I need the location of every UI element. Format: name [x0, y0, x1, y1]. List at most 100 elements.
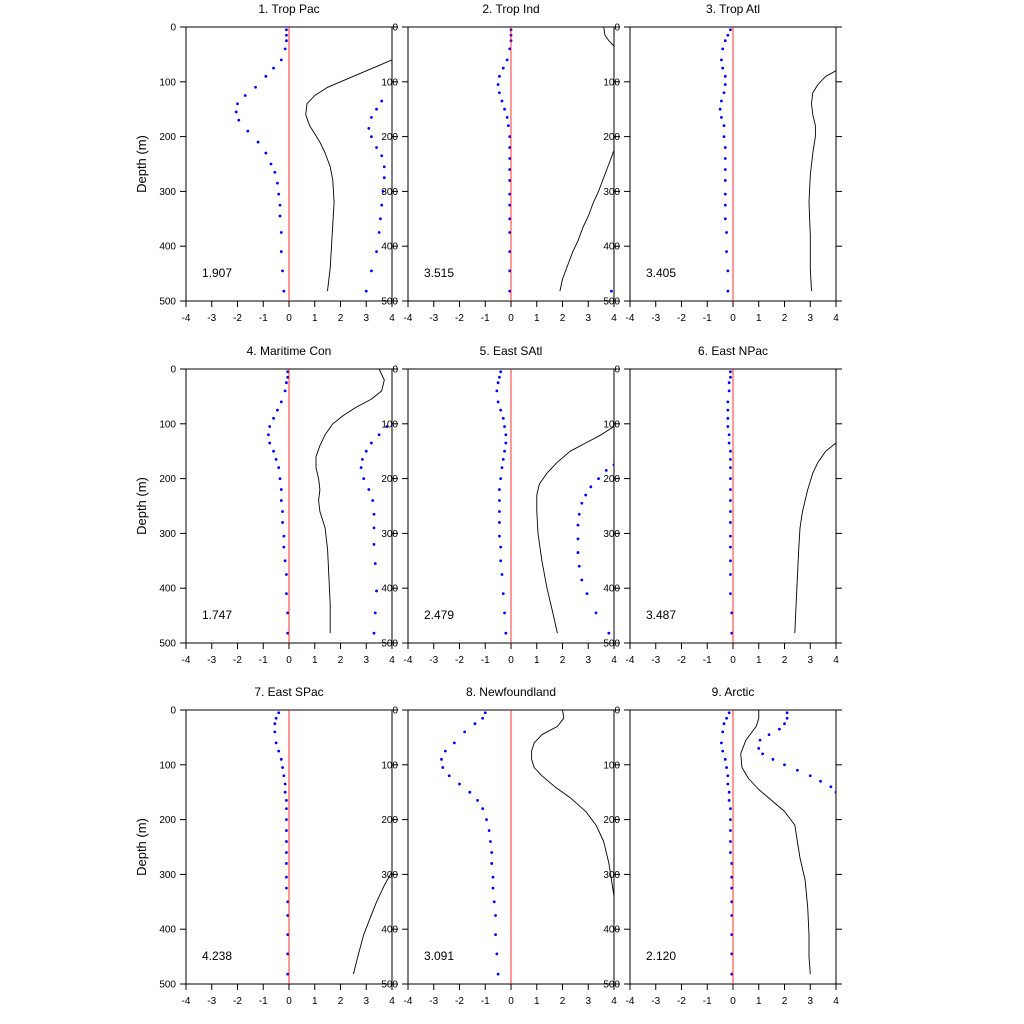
x-tick-label: 0	[508, 313, 514, 324]
data-point	[273, 170, 277, 174]
data-point	[785, 711, 789, 715]
data-point	[281, 521, 284, 524]
data-point	[371, 499, 375, 502]
data-point	[285, 799, 288, 802]
data-point	[729, 521, 732, 524]
data-point	[382, 165, 386, 169]
x-tick-label: -3	[429, 313, 438, 324]
y-tick-label: 400	[159, 242, 176, 253]
data-point	[372, 542, 376, 546]
data-point	[834, 790, 836, 794]
x-tick-label: 1	[756, 313, 762, 324]
series-group	[726, 369, 836, 643]
data-point	[730, 914, 734, 917]
stat-value-label: 3.487	[646, 608, 676, 622]
x-tick-label: -1	[259, 313, 268, 324]
x-tick-label: -4	[182, 996, 191, 1007]
x-tick-label: -4	[404, 655, 413, 666]
x-tick-label: 4	[389, 655, 395, 666]
data-point	[256, 140, 260, 144]
x-tick-label: 3	[585, 996, 591, 1007]
series-group	[267, 369, 389, 643]
data-point	[720, 116, 723, 119]
y-tick-label: 100	[603, 760, 620, 771]
data-point	[285, 818, 288, 821]
x-tick-label: 1	[312, 996, 318, 1007]
data-point	[375, 589, 378, 593]
stat-value-label: 3.405	[646, 266, 676, 280]
y-tick-label: 200	[159, 474, 176, 485]
x-tick-label: 3	[585, 655, 591, 666]
y-tick-label: 300	[381, 187, 398, 198]
data-point	[725, 231, 728, 234]
series-group	[720, 710, 836, 984]
data-point	[269, 162, 273, 166]
series-line	[536, 426, 614, 634]
data-point	[364, 289, 368, 293]
data-point	[718, 107, 722, 111]
data-point	[589, 485, 593, 489]
data-point	[508, 250, 512, 254]
series-group	[440, 710, 614, 984]
data-point	[783, 763, 786, 767]
data-point	[729, 829, 732, 832]
x-tick-label: 2	[338, 996, 344, 1007]
data-point	[721, 47, 725, 51]
data-point	[729, 499, 732, 502]
data-point	[729, 510, 732, 513]
data-point	[604, 468, 608, 472]
y-tick-label: 0	[392, 365, 398, 376]
x-tick-label: -3	[429, 655, 438, 666]
panel-title: 5. East SAtl	[480, 344, 543, 358]
x-tick-label: 0	[730, 996, 736, 1007]
panel-title: 6. East NPac	[698, 344, 768, 358]
data-point	[597, 477, 600, 480]
data-point	[286, 914, 290, 917]
series-line	[740, 710, 811, 975]
data-point	[380, 203, 384, 207]
x-tick-label: -4	[404, 996, 413, 1007]
stat-value-label: 3.091	[424, 949, 454, 963]
y-tick-label: 100	[381, 77, 398, 88]
x-tick-label: 4	[611, 313, 617, 324]
x-tick-label: 3	[363, 996, 369, 1007]
data-point	[487, 829, 491, 832]
data-point	[730, 952, 734, 956]
data-point	[727, 799, 731, 802]
data-point	[503, 425, 506, 428]
x-tick-label: 0	[286, 313, 292, 324]
x-tick-label: -3	[207, 313, 216, 324]
data-point	[237, 118, 241, 122]
data-point	[282, 534, 286, 538]
data-point	[273, 730, 277, 734]
x-tick-label: -2	[677, 313, 686, 324]
x-tick-label: 1	[534, 655, 540, 666]
y-tick-label: 200	[159, 815, 176, 826]
x-tick-label: 2	[782, 996, 788, 1007]
data-point	[274, 741, 278, 745]
data-point	[505, 58, 509, 62]
x-tick-label: -4	[626, 655, 635, 666]
data-point	[483, 711, 487, 715]
data-point	[279, 400, 283, 404]
data-point	[489, 840, 492, 843]
data-point	[490, 851, 494, 854]
panel-title: 7. East SPac	[254, 685, 323, 699]
chart-panel-2: 2. Trop Ind 0 100 200 300 400 500 -4 -3 -2 -1 0 1 2 3 4…	[381, 2, 620, 324]
data-point	[498, 510, 501, 513]
data-point	[729, 28, 732, 32]
data-point	[372, 512, 376, 516]
data-point	[268, 425, 272, 428]
x-tick-label: 4	[833, 655, 839, 666]
data-point	[286, 972, 290, 976]
data-point	[726, 416, 730, 420]
y-tick-label: 400	[381, 584, 398, 595]
series-group	[495, 369, 614, 643]
y-tick-label: 100	[603, 419, 620, 430]
y-tick-label: 400	[159, 584, 176, 595]
data-point	[276, 408, 279, 412]
x-tick-label: -4	[404, 313, 413, 324]
series-line	[808, 70, 836, 292]
y-tick-label: 100	[159, 77, 176, 88]
data-point	[272, 66, 275, 70]
